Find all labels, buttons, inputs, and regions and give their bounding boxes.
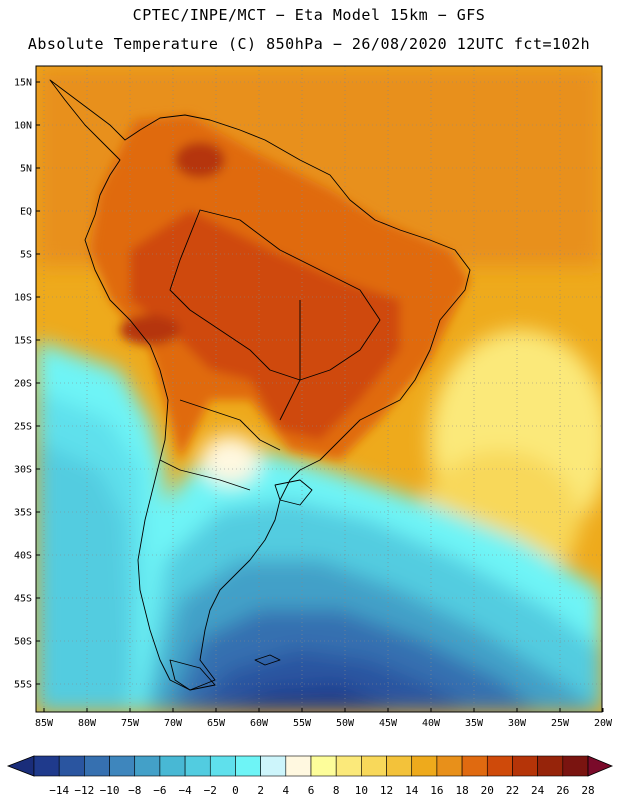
- lon-label: 65W: [207, 718, 226, 729]
- lat-label: 10N: [14, 121, 32, 132]
- colorbar-label: −10: [100, 784, 120, 797]
- colorbar-label: 28: [581, 784, 594, 797]
- lon-label: 55W: [293, 718, 312, 729]
- lat-label: 55S: [14, 680, 32, 691]
- colorbar-label: 20: [481, 784, 494, 797]
- lat-label: 20S: [14, 379, 32, 390]
- map-frame: [35, 65, 603, 713]
- colorbar-label: 18: [455, 784, 468, 797]
- lat-label: 15S: [14, 336, 32, 347]
- colorbar-swatch: [260, 755, 287, 777]
- colorbar-swatch: [537, 755, 564, 777]
- lon-label: 80W: [78, 718, 97, 729]
- colorbar-label: 0: [232, 784, 239, 797]
- colorbar-label: −2: [204, 784, 217, 797]
- lon-label: 75W: [121, 718, 140, 729]
- colorbar-label: 12: [380, 784, 393, 797]
- latitude-labels: 15N 10N 5N EQ 5S 10S 15S 20S 25S 30S 35S 40S 45S 50S 5…: [14, 78, 40, 691]
- colorbar-label: 8: [333, 784, 340, 797]
- lon-label: 45W: [379, 718, 398, 729]
- colorbar-label: 10: [355, 784, 368, 797]
- lon-label: 85W: [35, 718, 54, 729]
- colorbar-swatch: [134, 755, 161, 777]
- lon-label: 20W: [594, 718, 613, 729]
- lat-label: 40S: [14, 551, 32, 562]
- colorbar-swatch: [84, 755, 110, 777]
- colorbar-label: 24: [531, 784, 545, 797]
- colorbar-swatch: [184, 755, 211, 777]
- colorbar-swatch: [58, 755, 85, 777]
- colorbar-swatch: [235, 755, 261, 777]
- colorbar-label: 16: [430, 784, 443, 797]
- lat-label: 45S: [14, 594, 32, 605]
- lat-label: 35S: [14, 508, 32, 519]
- colorbar-swatch: [386, 755, 413, 777]
- title-line-2: Absolute Temperature (C) 850hPa − 26/08/…: [27, 35, 591, 53]
- lat-label: EQ: [20, 207, 32, 218]
- colorbar-swatch: [109, 755, 136, 777]
- colorbar-label: −14: [49, 784, 69, 797]
- colorbar-swatch: [209, 755, 236, 777]
- colorbar-swatch: [159, 755, 186, 777]
- lat-label: 5N: [20, 164, 32, 175]
- longitude-labels: 85W 80W 75W 70W 65W 60W 55W 50W 45W 40W 35W 30W 25W 2…: [35, 708, 613, 729]
- colorbar-label: 26: [556, 784, 569, 797]
- colorbar-label: −8: [128, 784, 141, 797]
- colorbar-swatch: [361, 755, 387, 777]
- title-line-1: CPTEC/INPE/MCT − Eta Model 15km − GFS: [132, 6, 486, 24]
- colorbar-label: 4: [283, 784, 290, 797]
- lat-label: 50S: [14, 637, 32, 648]
- colorbar-label: 2: [257, 784, 264, 797]
- lat-label: 30S: [14, 465, 32, 476]
- temperature-field: [36, 66, 602, 712]
- colorbar-swatch: [436, 755, 463, 777]
- lon-label: 30W: [508, 718, 527, 729]
- colorbar-swatch: [486, 755, 513, 777]
- colorbar-label: −12: [74, 784, 94, 797]
- lon-label: 60W: [250, 718, 269, 729]
- lat-label: 25S: [14, 422, 32, 433]
- colorbar-over-arrow: [587, 755, 614, 777]
- colorbar-swatch: [512, 755, 538, 777]
- lon-label: 50W: [336, 718, 355, 729]
- colorbar-label: 22: [506, 784, 519, 797]
- lon-label: 70W: [164, 718, 183, 729]
- colorbar-label: 6: [308, 784, 315, 797]
- colorbar: −14 −12 −10 −8 −6 −4 −2 0 2 4 6 8 10 12 14 16 18 20 22 24 26…: [6, 755, 614, 797]
- coastlines: [49, 79, 471, 691]
- lat-label: 10S: [14, 293, 32, 304]
- colorbar-under-arrow: [6, 755, 35, 777]
- lon-label: 35W: [465, 718, 484, 729]
- lon-label: 25W: [551, 718, 570, 729]
- colorbar-swatch: [461, 755, 488, 777]
- colorbar-swatch: [562, 755, 589, 777]
- colorbar-label: 14: [405, 784, 419, 797]
- colorbar-label: −6: [153, 784, 166, 797]
- colorbar-swatch: [285, 755, 312, 777]
- colorbar-label: −4: [178, 784, 192, 797]
- colorbar-swatch: [411, 755, 438, 777]
- colorbar-swatch: [335, 755, 362, 777]
- lat-label: 15N: [14, 78, 32, 89]
- colorbar-swatch: [310, 755, 337, 777]
- lon-label: 40W: [422, 718, 441, 729]
- colorbar-swatch: [33, 755, 60, 777]
- lat-label: 5S: [20, 250, 32, 261]
